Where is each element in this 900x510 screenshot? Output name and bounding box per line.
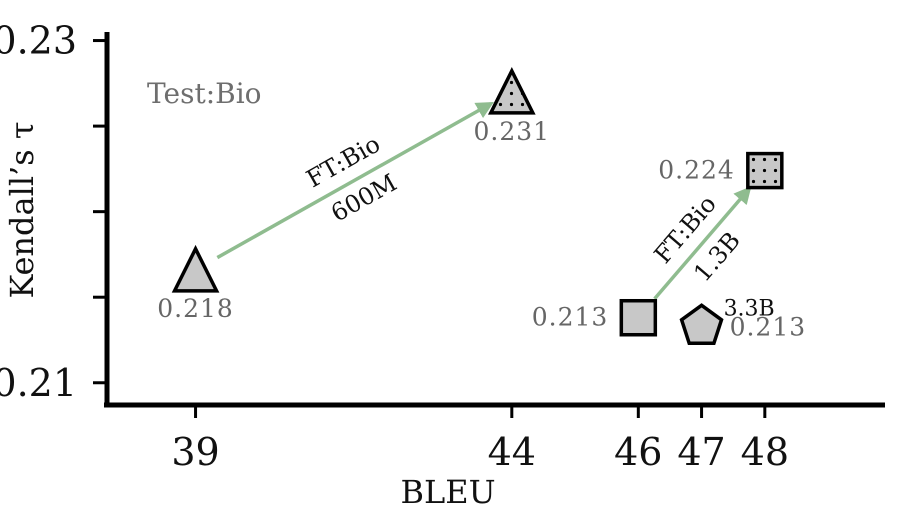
square-marker bbox=[746, 151, 784, 190]
point-value-label: 0.218 bbox=[157, 294, 234, 323]
triangle-marker bbox=[487, 66, 536, 115]
x-tick-label: 48 bbox=[741, 430, 789, 474]
x-tick-label: 46 bbox=[614, 430, 662, 474]
square-marker bbox=[619, 298, 658, 337]
point-value-label: 0.213 bbox=[730, 312, 807, 341]
y-axis-title: Kendall’s τ bbox=[3, 121, 41, 298]
model-size-tag: 3.3B bbox=[724, 296, 775, 321]
point-value-label: 0.231 bbox=[474, 117, 551, 146]
point-value-label: 0.213 bbox=[532, 303, 609, 332]
pentagon-marker bbox=[679, 303, 724, 346]
x-ticks: 39 44 46 47 48 bbox=[171, 405, 789, 474]
ft-arrow bbox=[653, 186, 752, 300]
point-value-label: 0.224 bbox=[658, 156, 735, 185]
test-set-annotation: Test:Bio bbox=[147, 77, 262, 110]
triangle-marker bbox=[171, 244, 220, 293]
y-tick-label: 0.21 bbox=[0, 361, 77, 405]
x-axis-title: BLEU bbox=[400, 473, 495, 510]
ft-arrow bbox=[216, 101, 494, 260]
y-tick-label: 0.23 bbox=[0, 19, 77, 63]
y-ticks: 0.21 0.23 bbox=[0, 19, 107, 405]
x-tick-label: 39 bbox=[171, 430, 219, 474]
x-tick-label: 44 bbox=[488, 430, 536, 474]
x-tick-label: 47 bbox=[677, 430, 725, 474]
